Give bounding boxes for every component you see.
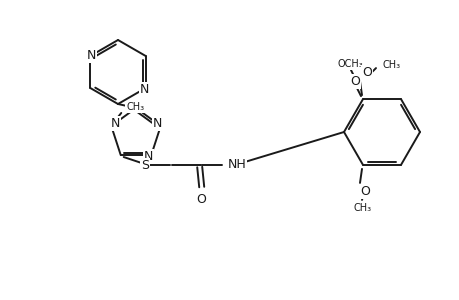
Text: CH₃: CH₃	[126, 102, 144, 112]
Text: CH₃: CH₃	[353, 203, 371, 213]
Text: N: N	[110, 118, 120, 130]
Text: NH: NH	[227, 158, 246, 170]
Text: O: O	[361, 66, 371, 79]
Text: N: N	[140, 82, 149, 95]
Text: N: N	[86, 49, 96, 62]
Text: N: N	[153, 118, 162, 130]
Text: O: O	[349, 75, 359, 88]
Text: N: N	[143, 149, 153, 163]
Text: O: O	[359, 185, 369, 198]
Text: S: S	[140, 158, 148, 172]
Text: OCH₃: OCH₃	[336, 59, 362, 69]
Text: O: O	[196, 193, 205, 206]
Text: CH₃: CH₃	[382, 60, 400, 70]
